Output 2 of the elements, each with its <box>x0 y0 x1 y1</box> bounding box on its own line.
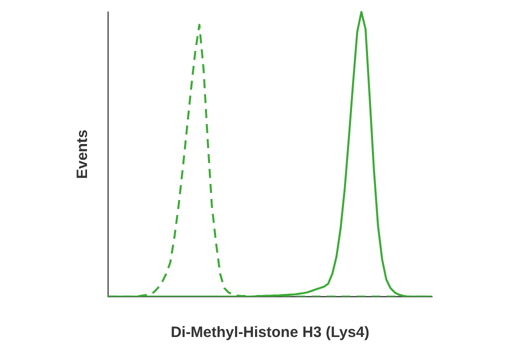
y-axis-title: Events <box>74 130 92 179</box>
x-axis-title: Di-Methyl-Histone H3 (Lys4) <box>170 324 370 342</box>
